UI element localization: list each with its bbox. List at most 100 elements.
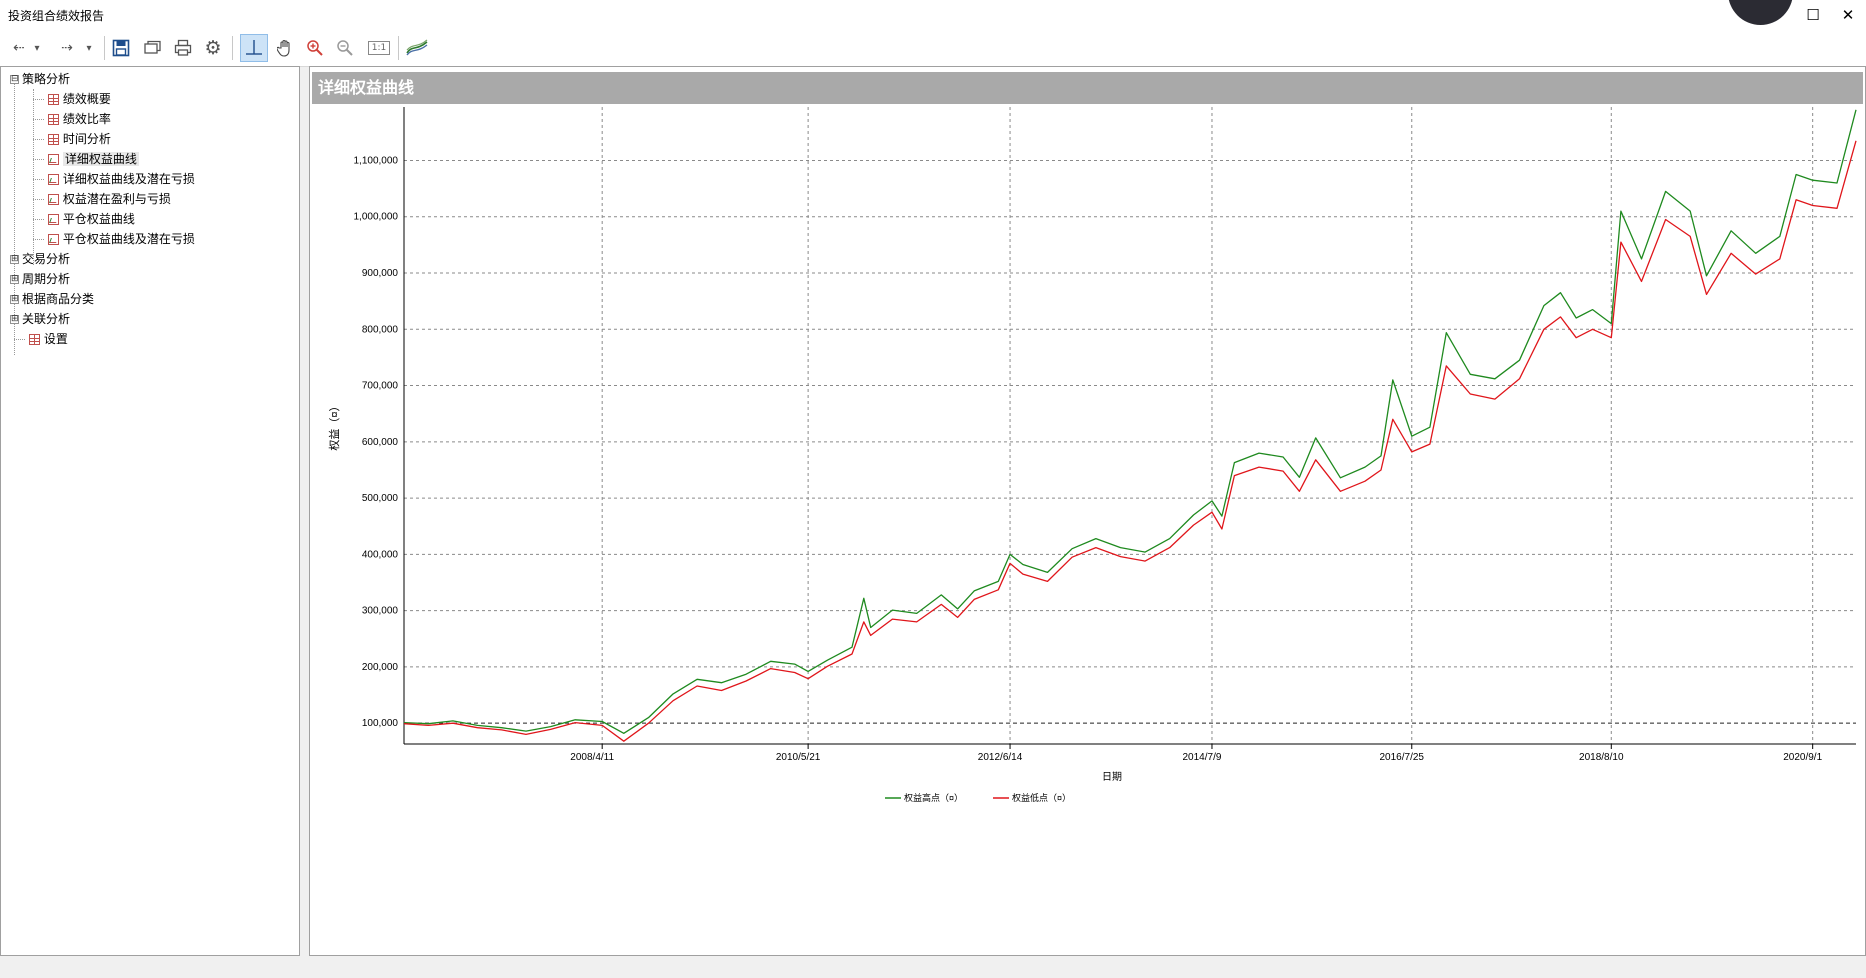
zoom-in-icon[interactable]	[302, 35, 328, 61]
tree-node-label: 策略分析	[22, 72, 71, 86]
tree-node-by-commodity[interactable]: ⊞ 根据商品分类	[10, 289, 94, 309]
tree-connector	[33, 239, 44, 240]
status-bar	[0, 956, 1866, 978]
tree-node-equity-potential[interactable]: 权益潜在盈利与亏损	[33, 189, 171, 209]
settings-icon[interactable]: ⚙	[204, 37, 222, 59]
tree-connector	[33, 139, 44, 140]
expand-icon[interactable]: ⊞	[10, 254, 19, 264]
tree-node-performance-summary[interactable]: 绩效概要	[33, 89, 111, 109]
chart-style-icon[interactable]	[404, 35, 430, 61]
y-tick-label: 1,100,000	[354, 155, 399, 166]
y-tick-label: 600,000	[362, 437, 399, 448]
y-tick-label: 500,000	[362, 493, 399, 504]
expand-icon[interactable]: ⊞	[10, 314, 19, 324]
actual-size-icon[interactable]: 1:1	[364, 35, 394, 61]
y-tick-label: 700,000	[362, 381, 399, 392]
x-tick-label: 2018/8/10	[1579, 752, 1624, 763]
tree-node-label: 根据商品分类	[22, 292, 95, 306]
expand-icon[interactable]: ⊞	[10, 274, 19, 284]
y-tick-label: 400,000	[362, 549, 399, 560]
chart-icon	[47, 174, 59, 185]
tree-connector	[33, 99, 44, 100]
equity-curve-chart[interactable]: 100,000 200,000 300,000 400,000 500,000 600,0…	[310, 67, 1865, 955]
tree-node-trade-analysis[interactable]: ⊞ 交易分析	[10, 249, 70, 269]
tree-node-label: 时间分析	[62, 132, 111, 146]
y-tick-label: 300,000	[362, 606, 399, 617]
chart-icon	[47, 154, 59, 165]
tree-connector	[14, 83, 15, 355]
tree-node-label: 绩效概要	[62, 92, 111, 106]
tree-node-strategy-analysis[interactable]: ⊟ 策略分析	[10, 69, 70, 89]
tree-node-detailed-equity-drawdown[interactable]: 详细权益曲线及潜在亏损	[33, 169, 195, 189]
table-icon	[28, 334, 40, 345]
series-line	[403, 109, 1857, 734]
tree-node-label: 绩效比率	[62, 112, 111, 126]
save-icon[interactable]	[108, 35, 134, 61]
y-tick-label: 100,000	[362, 718, 399, 729]
x-tick-label: 2020/9/1	[1783, 752, 1822, 763]
tree-connector	[33, 219, 44, 220]
tree-node-correlation-analysis[interactable]: ⊞ 关联分析	[10, 309, 70, 329]
tree-connector	[33, 179, 44, 180]
maximize-icon[interactable]: ☐	[1806, 6, 1820, 24]
tree-node-period-analysis[interactable]: ⊞ 周期分析	[10, 269, 70, 289]
x-axis-title: 日期	[1102, 771, 1122, 783]
toolbar-separator	[104, 36, 105, 60]
y-axis-title: 权益（¤）	[327, 400, 341, 450]
tree-node-label: 关联分析	[22, 312, 71, 326]
back-icon[interactable]: ⇠	[13, 40, 25, 56]
tree-node-label: 平仓权益曲线及潜在亏损	[62, 232, 195, 246]
tree-node-label: 周期分析	[22, 272, 71, 286]
table-icon	[47, 114, 59, 125]
x-tick-label: 2016/7/25	[1380, 752, 1425, 763]
window-title: 投资组合绩效报告	[8, 9, 105, 23]
tree-node-settings[interactable]: 设置	[14, 329, 68, 349]
table-icon	[47, 134, 59, 145]
tree-node-closed-equity-curve[interactable]: 平仓权益曲线	[33, 209, 135, 229]
x-tick-label: 2008/4/11	[570, 752, 614, 763]
open-icon[interactable]	[140, 35, 166, 61]
tree-node-performance-ratios[interactable]: 绩效比率	[33, 109, 111, 129]
chart-icon	[47, 194, 59, 205]
print-icon[interactable]	[170, 35, 196, 61]
tree-node-label: 平仓权益曲线	[62, 212, 135, 226]
tree-connector	[33, 119, 44, 120]
tree-node-label: 权益潜在盈利与亏损	[62, 192, 171, 206]
chart-icon	[47, 234, 59, 245]
table-icon	[47, 94, 59, 105]
x-tick-label: 2012/6/14	[978, 752, 1023, 763]
forward-icon[interactable]: ⇢	[61, 40, 73, 56]
window-decoration	[1728, 0, 1793, 25]
zoom-out-icon[interactable]	[332, 35, 358, 61]
tree-node-label: 交易分析	[22, 252, 71, 266]
tree-node-label: 详细权益曲线及潜在亏损	[62, 172, 195, 186]
y-tick-label: 800,000	[362, 324, 399, 335]
tree-node-detailed-equity-curve[interactable]: 详细权益曲线	[33, 149, 139, 169]
y-tick-label: 200,000	[362, 662, 399, 673]
tree-node-closed-equity-drawdown[interactable]: 平仓权益曲线及潜在亏损	[33, 229, 195, 249]
toolbar: ⇠ ▾ ⇢ ▾ ⚙ 1:1	[0, 30, 1866, 67]
pan-hand-icon[interactable]	[272, 35, 298, 61]
toolbar-separator	[232, 36, 233, 60]
x-tick-label: 2014/7/9	[1183, 752, 1222, 763]
close-icon[interactable]: ✕	[1841, 6, 1855, 24]
y-tick-label: 900,000	[362, 268, 399, 279]
expand-icon[interactable]: ⊞	[10, 294, 19, 304]
back-dropdown-icon[interactable]: ▾	[34, 42, 40, 54]
y-tick-label: 1,000,000	[354, 212, 399, 223]
legend-label: 权益高点（¤）	[904, 792, 963, 803]
crosshair-icon[interactable]	[240, 34, 268, 62]
x-tick-label: 2010/5/21	[776, 752, 821, 763]
chart-panel: 详细权益曲线 100,000 200,000 300,000 400,000 500,0…	[309, 66, 1866, 956]
legend-label: 权益低点（¤）	[1012, 792, 1071, 803]
series-line	[403, 140, 1857, 742]
navigation-tree-panel: ⊟ 策略分析 绩效概要 绩效比率 时间分析 详细权益曲线 详细权益曲线及潜在亏损 …	[0, 66, 300, 956]
tree-node-label: 详细权益曲线	[62, 152, 139, 166]
chart-icon	[47, 214, 59, 225]
tree-node-time-analysis[interactable]: 时间分析	[33, 129, 111, 149]
tree-node-label: 设置	[43, 332, 68, 346]
toolbar-separator	[398, 36, 399, 60]
tree-connector	[33, 199, 44, 200]
collapse-icon[interactable]: ⊟	[10, 74, 19, 84]
forward-dropdown-icon[interactable]: ▾	[86, 42, 92, 54]
